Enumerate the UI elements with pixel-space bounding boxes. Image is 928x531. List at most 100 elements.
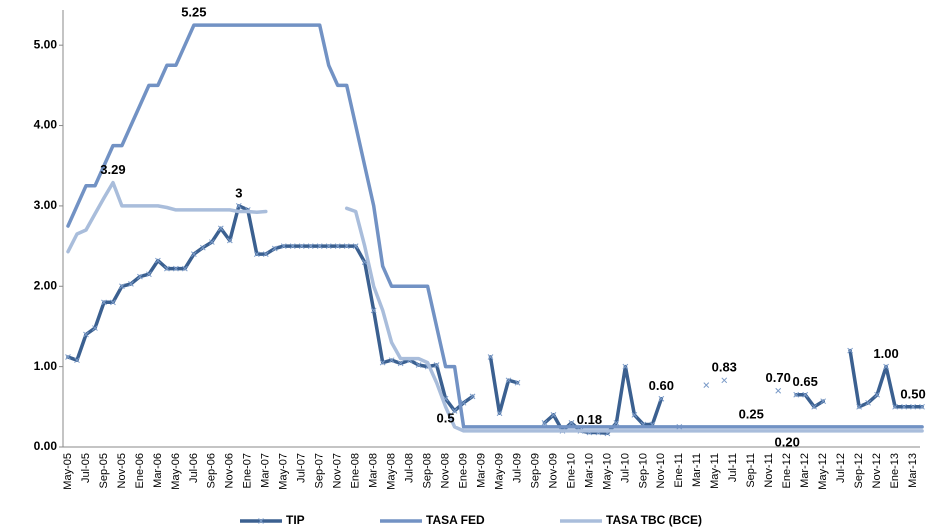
x-tick-label: Sep-11 (745, 453, 757, 488)
data-label: 0.25 (739, 406, 764, 421)
marker (164, 265, 170, 272)
marker (451, 407, 458, 414)
data-label: 0.18 (577, 412, 602, 427)
marker (226, 237, 233, 244)
marker (352, 243, 359, 249)
x-tick-label: May-11 (709, 453, 721, 489)
marker (613, 420, 620, 426)
x-tick-label: May-06 (170, 453, 182, 490)
marker (262, 251, 269, 257)
x-tick-label: Mar-12 (799, 453, 811, 488)
marker (271, 245, 278, 252)
marker (173, 265, 179, 272)
data-label: 0.83 (712, 360, 737, 375)
x-tick-label: Ene-08 (350, 453, 362, 488)
x-tick-label: May-10 (601, 453, 613, 490)
marker (92, 325, 98, 331)
marker (199, 244, 206, 251)
x-tick-label: May-07 (278, 453, 290, 490)
x-tick-label: Jul-05 (80, 453, 92, 483)
x-tick-label: May-09 (493, 453, 505, 490)
marker (505, 377, 512, 384)
x-tick-label: Sep-05 (98, 453, 110, 488)
x-tick-label: Ene-12 (781, 453, 793, 488)
x-tick-label: Ene-06 (134, 453, 146, 488)
y-tick-label: 3.00 (34, 198, 58, 212)
marker (883, 363, 889, 370)
marker (388, 357, 395, 364)
line (66, 180, 924, 433)
line (66, 23, 924, 429)
y-tick-label: 0.00 (34, 439, 58, 453)
marker (514, 379, 521, 386)
marker (128, 281, 134, 287)
marker (110, 299, 116, 306)
marker (721, 377, 728, 384)
marker (856, 403, 862, 410)
marker (847, 347, 853, 354)
x-tick-label: Nov-08 (439, 453, 451, 488)
data-label: 1.00 (873, 346, 898, 361)
x-tick-label: Mar-10 (583, 453, 595, 488)
marker (217, 225, 224, 232)
marker (865, 399, 871, 406)
x-tick-label: Mar-07 (260, 453, 272, 488)
data-label: 0.60 (649, 378, 674, 393)
marker (307, 243, 314, 249)
x-tick-label: Nov-06 (224, 453, 236, 488)
data-label: 0.5 (437, 410, 455, 425)
marker (182, 265, 188, 272)
x-tick-label: Sep-12 (853, 453, 865, 488)
marker (910, 403, 916, 410)
legend-label: TASA FED (426, 513, 485, 527)
x-tick-label: Jul-07 (296, 453, 308, 483)
x-tick-label: Ene-10 (565, 453, 577, 488)
x-tick-label: Nov-05 (116, 453, 128, 488)
marker (811, 403, 818, 410)
marker (820, 398, 827, 405)
x-tick-label: Ene-07 (242, 453, 254, 488)
x-tick-label: Mar-11 (691, 453, 703, 487)
x-tick-label: Nov-07 (332, 453, 344, 488)
series-2 (66, 180, 924, 433)
marker (550, 412, 557, 418)
y-tick-label: 2.00 (34, 278, 58, 292)
marker (191, 251, 197, 257)
marker (289, 243, 296, 249)
x-tick-label: Jul-06 (188, 453, 200, 483)
y-tick-label: 1.00 (34, 359, 58, 373)
marker (74, 357, 80, 364)
marker (65, 354, 71, 360)
x-tick-label: Sep-07 (314, 453, 326, 488)
marker (433, 362, 440, 368)
marker (568, 420, 575, 426)
data-label: 0.65 (793, 374, 818, 389)
x-tick-label: Jul-12 (835, 453, 847, 483)
x-tick-label: Ene-09 (457, 453, 469, 488)
x-tick-label: Jul-08 (404, 453, 416, 483)
x-tick-label: Ene-11 (673, 453, 685, 488)
marker (901, 403, 907, 410)
series-1 (66, 23, 924, 429)
x-tick-label: Jul-09 (511, 453, 523, 483)
marker (703, 382, 710, 388)
series-0 (65, 203, 925, 437)
x-tick-label: Mar-06 (152, 453, 164, 488)
x-tick-label: May-08 (386, 453, 398, 490)
x-tick-label: Nov-12 (871, 453, 883, 488)
marker (155, 257, 161, 264)
marker (496, 410, 503, 417)
marker (316, 243, 323, 249)
x-tick-label: Nov-09 (547, 453, 559, 488)
marker (101, 299, 107, 306)
marker (775, 387, 782, 394)
x-tick-label: Sep-09 (529, 453, 541, 488)
marker (397, 360, 404, 367)
marker (919, 403, 925, 410)
marker (334, 243, 341, 249)
x-tick-label: Ene-13 (889, 453, 901, 488)
legend-marker (258, 518, 264, 524)
x-tick-label: Nov-10 (655, 453, 667, 488)
marker (793, 391, 800, 398)
